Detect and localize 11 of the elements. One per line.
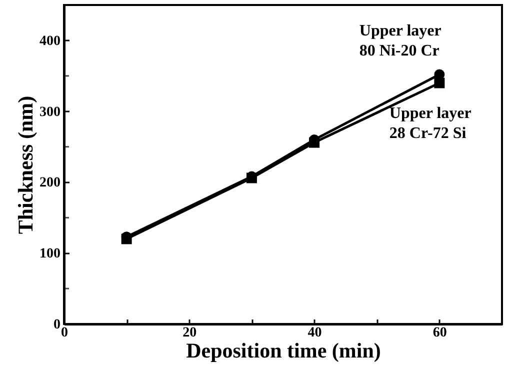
x-tick-label: 20 xyxy=(182,326,197,340)
y-tick-label: 100 xyxy=(40,246,60,262)
x-tick-label: 60 xyxy=(432,326,447,340)
x-axis-title: Deposition time (min) xyxy=(186,338,381,362)
y-axis-title: Thickness (nm) xyxy=(14,96,38,234)
y-tick-label: 200 xyxy=(40,176,60,191)
series-label: Upper layer 80 Ni-20 Cr xyxy=(359,22,442,60)
series-label: Upper layer 28 Cr-72 Si xyxy=(389,104,472,142)
y-tick-label: 400 xyxy=(40,34,60,49)
y-tick-label: 300 xyxy=(40,104,60,120)
x-tick-label: 40 xyxy=(308,326,322,340)
